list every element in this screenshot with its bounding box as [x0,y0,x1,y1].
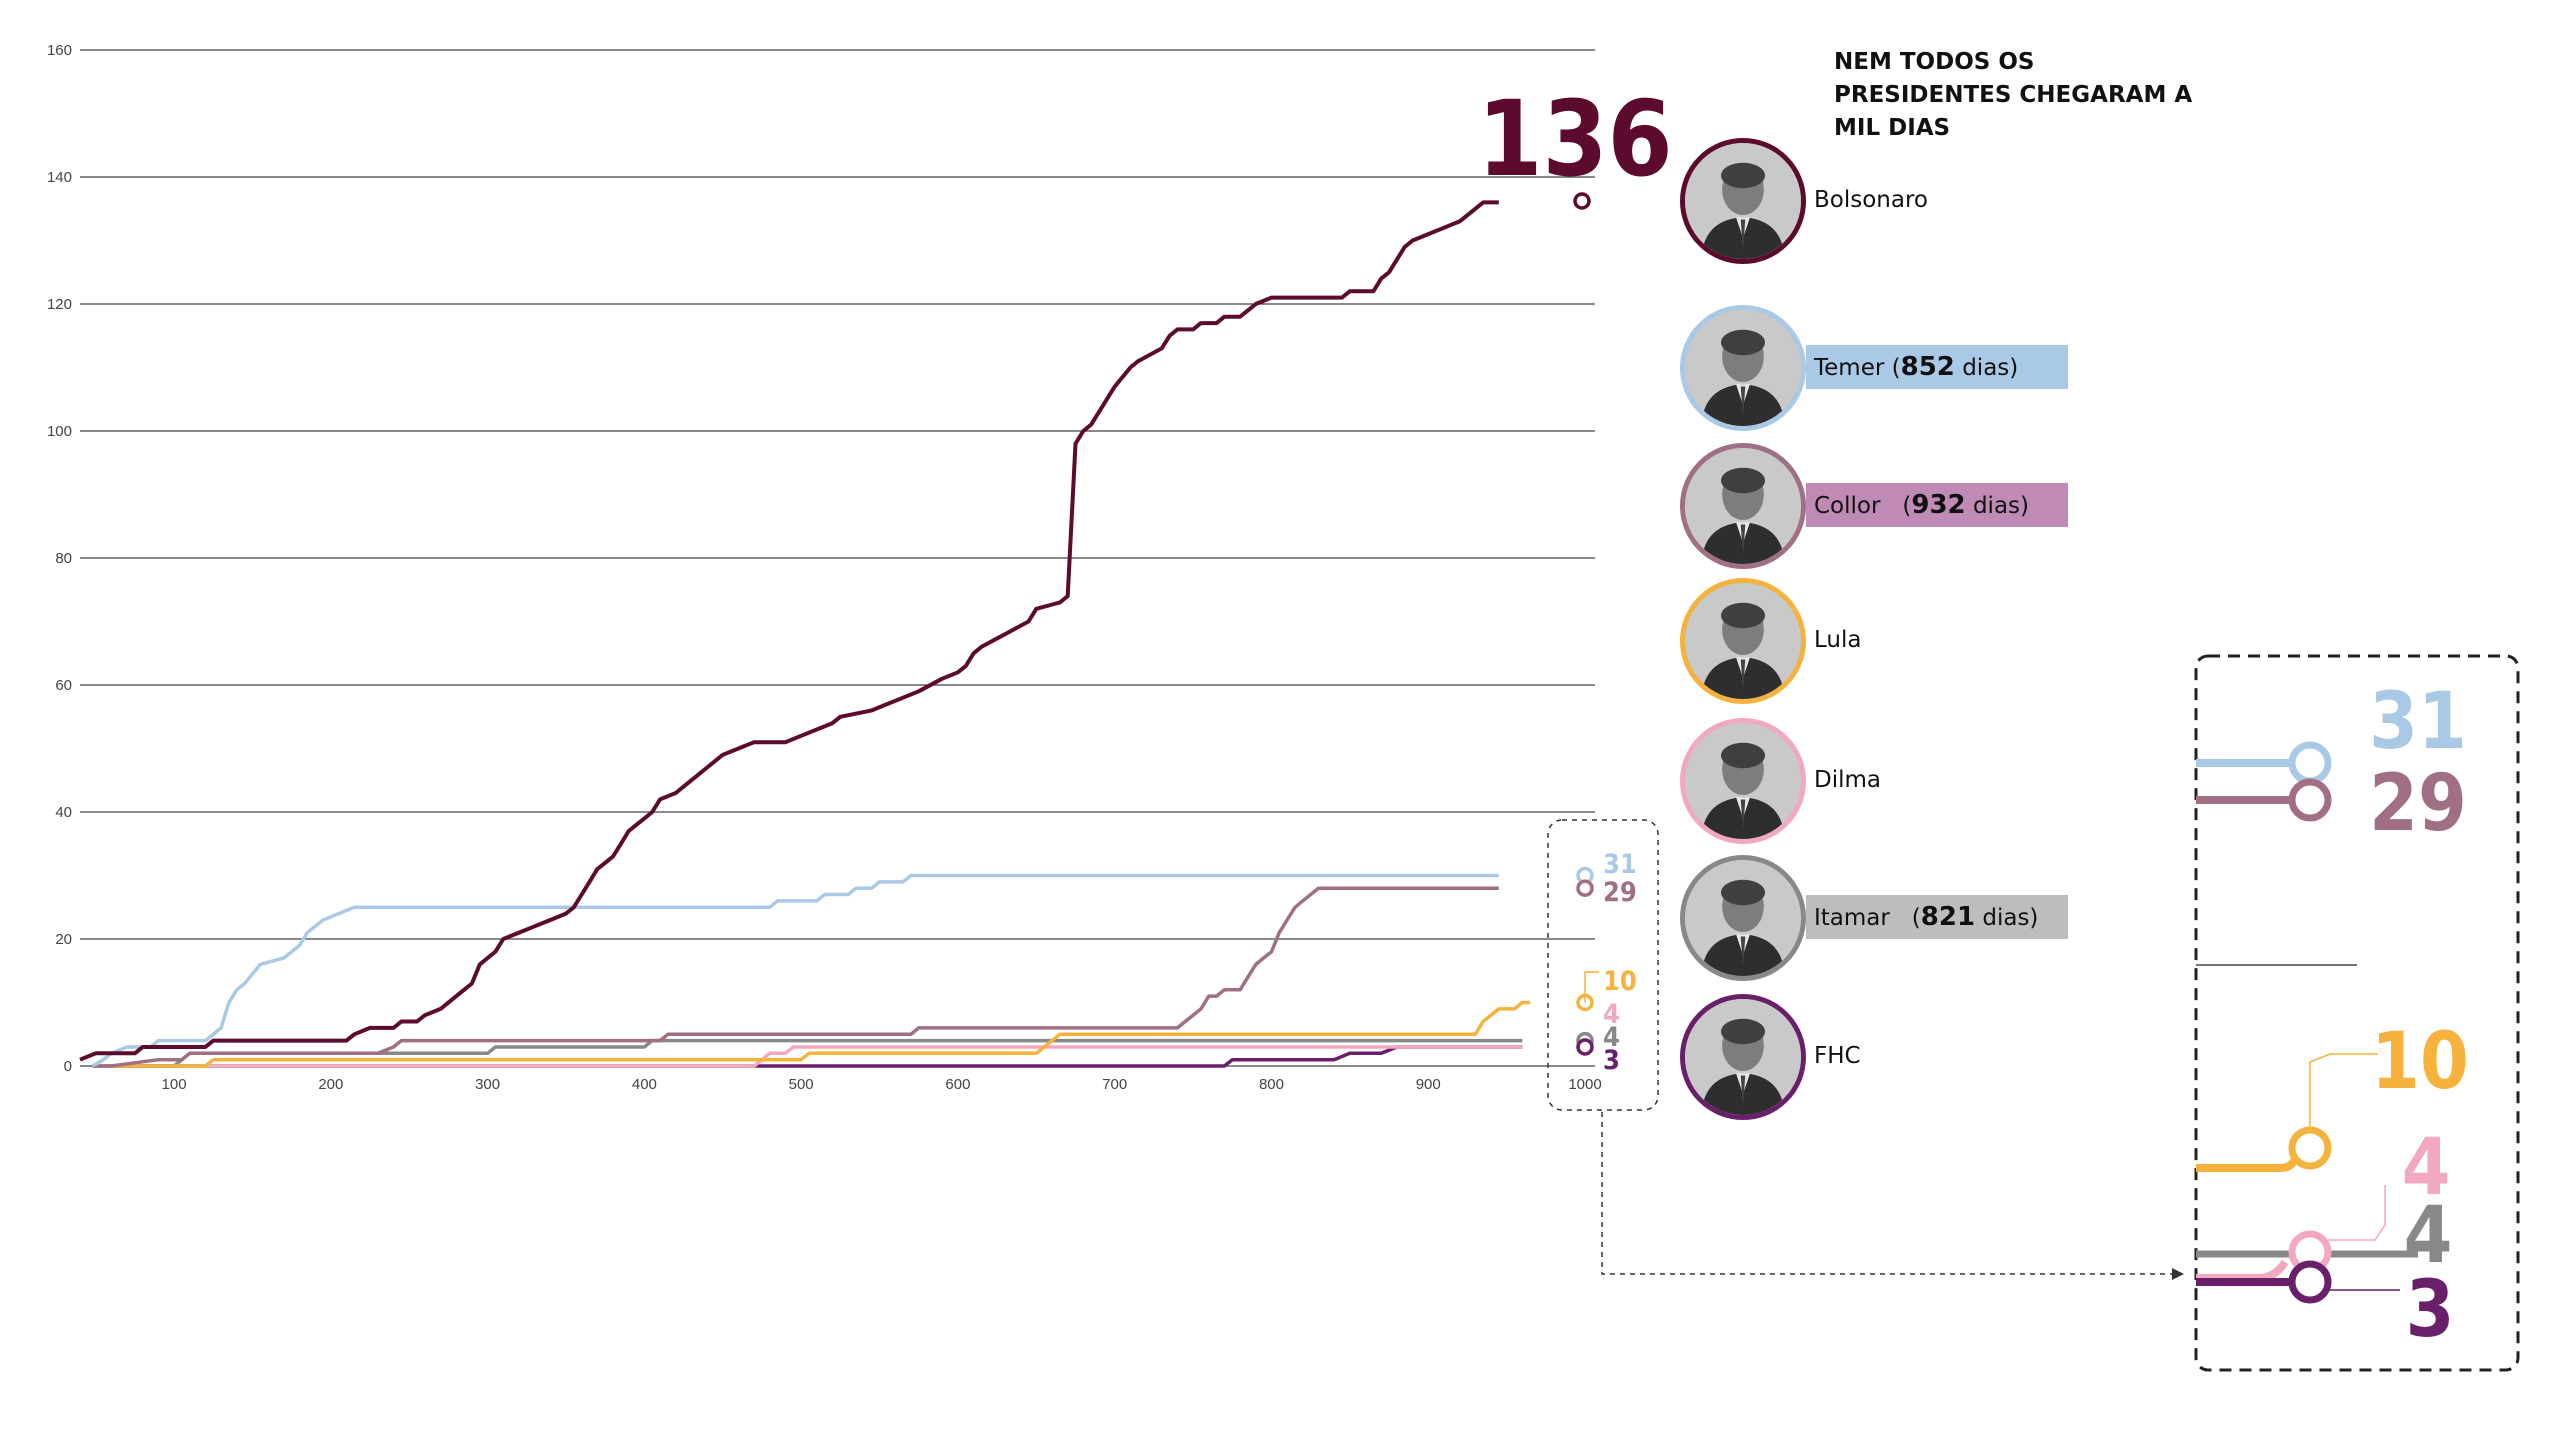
series-line-dilma [92,1045,1523,1068]
zoom-label-fhc: 3 [2406,1265,2455,1355]
series-line-collor [92,886,1499,1068]
president-name: Collor [1814,493,1881,519]
zoom-line-lula [2196,1156,2299,1172]
president-label: Temer (852 dias) [1806,345,2068,389]
president-label: Collor (932 dias) [1806,483,2068,527]
president-collor: Collor (932 dias) [1680,443,2100,573]
end-marker-collor [1576,879,1594,897]
y-tick-label: 20 [55,931,72,948]
zoom-source-box [1547,819,1659,1111]
zoom-label-collor: 29 [2369,759,2467,849]
x-tick-label: 200 [318,1076,343,1093]
series-line-temer [91,873,1499,1068]
y-tick-label: 80 [55,550,72,567]
president-label: Itamar (821 dias) [1806,895,2068,939]
president-label: Lula [1806,618,1875,662]
series-lines [79,200,1531,1068]
series-line-bolsonaro [79,200,1499,1062]
end-leader-lula [1584,971,1599,1003]
days-count: 852 [1900,352,1955,382]
zoom-label-lula: 10 [2371,1017,2469,1107]
x-tick-label: 500 [789,1076,814,1093]
end-label-dilma: 4 [1603,999,1620,1030]
president-name: Bolsonaro [1814,187,1928,213]
y-tick-label: 0 [64,1058,72,1075]
days-suffix: dias) [1965,493,2029,519]
zoom-label-itamar: 4 [2404,1191,2453,1281]
avatar [1680,718,1806,844]
y-axis-ticks: 0 20 40 60 80 100 120 140 160 [47,42,72,1075]
series-line-itamar [92,1038,1523,1068]
days-suffix: dias) [1954,355,2019,381]
y-tick-label: 140 [47,169,72,186]
series-line-lula [92,1000,1531,1068]
legend-title: NEM TODOS OS PRESIDENTES CHEGARAM A MIL … [1834,49,2193,141]
zoom-marker-lula [2288,1126,2332,1170]
president-itamar: Itamar (821 dias) [1680,855,2100,985]
x-tick-label: 100 [162,1076,187,1093]
zoom-label-dilma: 4 [2402,1123,2451,1213]
zoom-connector-arrow [2172,1268,2184,1280]
end-label-lula: 10 [1603,966,1637,997]
president-label: Bolsonaro [1806,178,1942,222]
president-name: Itamar [1814,905,1890,931]
days-open-paren: ( [1889,905,1921,931]
president-bolsonaro: Bolsonaro [1680,138,2100,268]
president-label: FHC [1806,1034,1875,1078]
avatar [1680,443,1806,569]
y-tick-label: 100 [47,423,72,440]
zoom-inset-box [2194,654,2520,1372]
end-label-bolsonaro: 136 [1477,78,1672,200]
president-dilma: Dilma [1680,718,2100,848]
avatar [1680,305,1806,431]
president-name: Temer [1814,355,1885,381]
zoom-marker-temer [2288,741,2332,785]
end-label-fhc: 3 [1603,1045,1620,1076]
y-tick-label: 60 [55,677,72,694]
y-tick-label: 160 [47,42,72,59]
president-temer: Temer (852 dias) [1680,305,2100,435]
days-count: 932 [1911,490,1966,520]
zoom-leader-lula [2309,1053,2378,1130]
president-fhc: FHC [1680,994,2100,1124]
days-count: 821 [1920,902,1976,932]
avatar [1680,994,1806,1120]
end-label-temer: 31 [1603,849,1637,880]
x-tick-label: 800 [1259,1076,1284,1093]
avatar [1680,138,1806,264]
zoom-marker-collor [2288,778,2332,822]
president-name: Lula [1814,627,1862,653]
zoom-line-dilma [2196,1259,2289,1282]
x-axis-ticks: 100 200 300 400 500 600 700 800 900 1000 [162,1076,1602,1093]
zoom-connector [1601,1112,2178,1275]
zoom-marker-fhc [2288,1260,2332,1304]
zoom-label-temer: 31 [2369,677,2467,767]
end-label-itamar: 4 [1603,1022,1620,1053]
x-tick-label: 600 [945,1076,970,1093]
president-lula: Lula [1680,578,2100,708]
avatar [1680,855,1806,981]
president-label: Dilma [1806,758,1895,802]
x-tick-label: 1000 [1568,1076,1601,1093]
days-suffix: dias) [1975,905,2039,931]
president-name: FHC [1814,1043,1861,1069]
end-label-collor: 29 [1603,877,1637,908]
end-marker-fhc [1576,1038,1594,1056]
x-tick-label: 400 [632,1076,657,1093]
x-tick-label: 300 [475,1076,500,1093]
zoom-leader-dilma [2328,1185,2386,1241]
y-tick-label: 120 [47,296,72,313]
x-tick-label: 700 [1102,1076,1127,1093]
avatar [1680,578,1806,704]
grid-lines [80,49,1595,1067]
end-marker-bolsonaro [1573,192,1591,210]
x-tick-label: 900 [1416,1076,1441,1093]
days-open-paren: ( [1884,355,1901,381]
days-open-paren: ( [1880,493,1912,519]
president-name: Dilma [1814,767,1881,793]
y-tick-label: 40 [55,804,72,821]
